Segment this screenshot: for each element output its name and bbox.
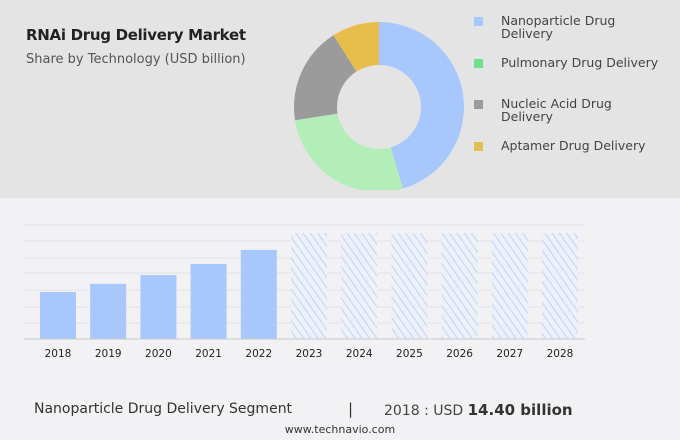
legend-label: Nanoparticle Drug Delivery xyxy=(501,13,616,41)
x-tick-label: 2025 xyxy=(396,348,423,360)
x-tick-label: 2024 xyxy=(346,348,373,360)
bar-2028 xyxy=(542,233,578,339)
bar-2027 xyxy=(491,233,528,339)
value-text: 14.40 billion xyxy=(467,401,573,419)
legend-swatch xyxy=(474,142,483,151)
legend-label: Pulmonary Drug Delivery xyxy=(501,55,659,70)
segment-label: Nanoparticle Drug Delivery Segment xyxy=(34,401,293,417)
x-tick-label: 2023 xyxy=(296,348,323,360)
donut-slice-aptamer-drug-delivery xyxy=(333,22,379,72)
footer-separator: | xyxy=(348,400,354,418)
legend-swatch xyxy=(474,59,483,68)
legend-swatch xyxy=(474,100,483,109)
bar-2019 xyxy=(90,283,127,339)
x-tick-label: 2026 xyxy=(446,348,473,360)
year-label: 2018 : USD xyxy=(384,403,468,419)
bar-2026 xyxy=(441,233,478,339)
chart-title: RNAi Drug Delivery Market xyxy=(26,26,246,44)
donut-slice-nucleic-acid-drug-delivery xyxy=(294,35,357,121)
x-tick-label: 2028 xyxy=(547,348,574,360)
legend-label: Nucleic Acid Drug Delivery xyxy=(501,96,612,124)
x-tick-label: 2018 xyxy=(45,348,72,360)
bar-2022 xyxy=(240,249,277,339)
x-tick-label: 2021 xyxy=(195,348,222,360)
bar-2024 xyxy=(341,233,378,339)
bar-chart: 2018 2019 2020 2021 2022 2023 2024 2025 2026 2027… xyxy=(24,224,585,360)
donut-slice-pulmonary-drug-delivery xyxy=(295,113,403,190)
legend-swatch xyxy=(474,17,483,26)
bar-2018 xyxy=(40,292,76,339)
bar-2023 xyxy=(291,233,327,339)
segment-value: 2018 : USD 14.40 billion xyxy=(384,401,573,419)
bar-2021 xyxy=(190,263,227,339)
donut-chart xyxy=(294,22,465,190)
x-tick-label: 2027 xyxy=(496,348,523,360)
x-tick-label: 2019 xyxy=(95,348,122,360)
chart-subtitle: Share by Technology (USD billion) xyxy=(26,52,246,67)
x-tick-label: 2022 xyxy=(245,348,272,360)
x-tick-label: 2020 xyxy=(145,348,172,360)
bar-2020 xyxy=(140,275,177,339)
website-link[interactable]: www.technavio.com xyxy=(284,423,396,436)
donut-slice-nanoparticle-drug-delivery xyxy=(379,22,465,189)
legend-label: Aptamer Drug Delivery xyxy=(501,138,646,153)
bar-2025 xyxy=(391,233,428,339)
